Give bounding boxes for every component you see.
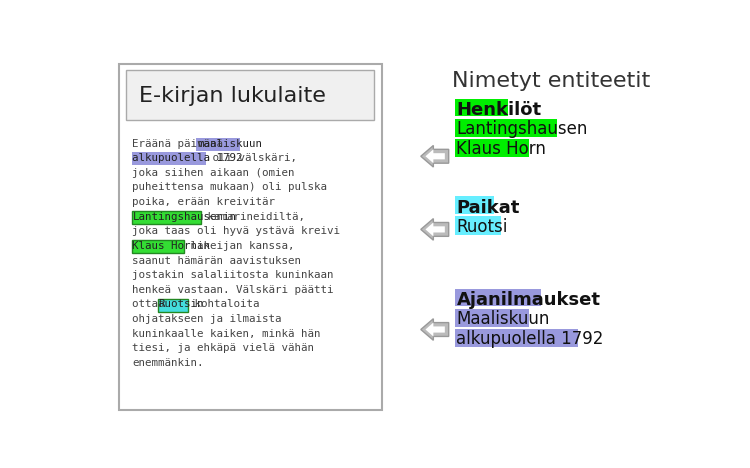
Text: Nimetyt entiteetit: Nimetyt entiteetit (452, 71, 650, 91)
Text: kohtaloita: kohtaloita (188, 300, 260, 309)
FancyBboxPatch shape (455, 216, 502, 235)
Text: joka siihen aikaan (omien: joka siihen aikaan (omien (133, 168, 295, 178)
Text: Henkilöt: Henkilöt (457, 101, 542, 119)
FancyBboxPatch shape (132, 240, 184, 253)
Text: ohjatakseen ja ilmaista: ohjatakseen ja ilmaista (133, 314, 282, 324)
Text: tiesi, ja ehkäpä vielä vähän: tiesi, ja ehkäpä vielä vähän (133, 344, 314, 353)
Polygon shape (421, 319, 448, 340)
Text: Klaus Hornin: Klaus Hornin (133, 241, 211, 251)
FancyBboxPatch shape (126, 70, 374, 120)
Polygon shape (425, 149, 445, 163)
FancyBboxPatch shape (455, 118, 557, 137)
Text: Klaus Horn: Klaus Horn (457, 140, 546, 158)
Text: joka taas oli hyvä ystävä kreivi: joka taas oli hyvä ystävä kreivi (133, 227, 340, 236)
Text: Ajanilmaukset: Ajanilmaukset (457, 291, 601, 309)
FancyBboxPatch shape (455, 329, 578, 347)
Text: Lantingshausenin: Lantingshausenin (133, 212, 236, 222)
Polygon shape (421, 146, 448, 167)
Text: Lantingshausen: Lantingshausen (457, 120, 588, 138)
FancyBboxPatch shape (455, 98, 508, 116)
Text: Paikat: Paikat (457, 198, 520, 217)
Text: saanut hämärän aavistuksen: saanut hämärän aavistuksen (133, 256, 302, 266)
FancyBboxPatch shape (118, 64, 382, 410)
FancyBboxPatch shape (455, 196, 494, 214)
Text: lakeijan kanssa,: lakeijan kanssa, (184, 241, 295, 251)
Text: poika, erään kreivitär: poika, erään kreivitär (133, 197, 275, 207)
Text: oli välskäri,: oli välskäri, (206, 153, 296, 163)
Text: Ruotsin: Ruotsin (158, 300, 204, 309)
Text: E-kirjan lukulaite: E-kirjan lukulaite (139, 86, 326, 106)
Text: alkupuolella 1792: alkupuolella 1792 (457, 330, 604, 348)
Text: Ruotsi: Ruotsi (457, 218, 508, 236)
Text: kamarineidiltä,: kamarineidiltä, (201, 212, 305, 222)
Text: Eräänä päivänä: Eräänä päivänä (133, 139, 230, 148)
Text: Maaliskuun: Maaliskuun (457, 310, 550, 328)
FancyBboxPatch shape (455, 289, 541, 307)
FancyBboxPatch shape (132, 211, 201, 224)
Text: ottaa: ottaa (133, 300, 172, 309)
Polygon shape (421, 219, 448, 240)
Text: kuninkaalle kaiken, minkä hän: kuninkaalle kaiken, minkä hän (133, 329, 321, 339)
FancyBboxPatch shape (196, 138, 240, 151)
FancyBboxPatch shape (158, 299, 188, 312)
Text: enemmänkin.: enemmänkin. (133, 358, 204, 368)
Text: henkeä vastaan. Välskäri päätti: henkeä vastaan. Välskäri päätti (133, 285, 334, 295)
FancyBboxPatch shape (455, 139, 530, 157)
Text: maaliskuun: maaliskuun (197, 139, 262, 148)
FancyBboxPatch shape (132, 153, 206, 165)
FancyBboxPatch shape (455, 309, 530, 327)
Polygon shape (425, 322, 445, 336)
Text: puheittensa mukaan) oli pulska: puheittensa mukaan) oli pulska (133, 183, 328, 192)
Text: alkupuolella 1792: alkupuolella 1792 (133, 153, 243, 163)
Text: jostakin salaliitosta kuninkaan: jostakin salaliitosta kuninkaan (133, 270, 334, 280)
Polygon shape (425, 222, 445, 236)
